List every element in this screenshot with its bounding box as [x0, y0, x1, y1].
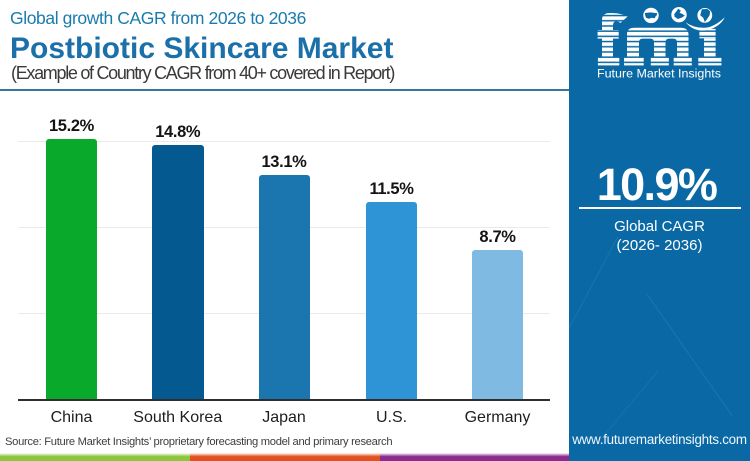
svg-text:Future Market Insights: Future Market Insights	[597, 67, 721, 81]
